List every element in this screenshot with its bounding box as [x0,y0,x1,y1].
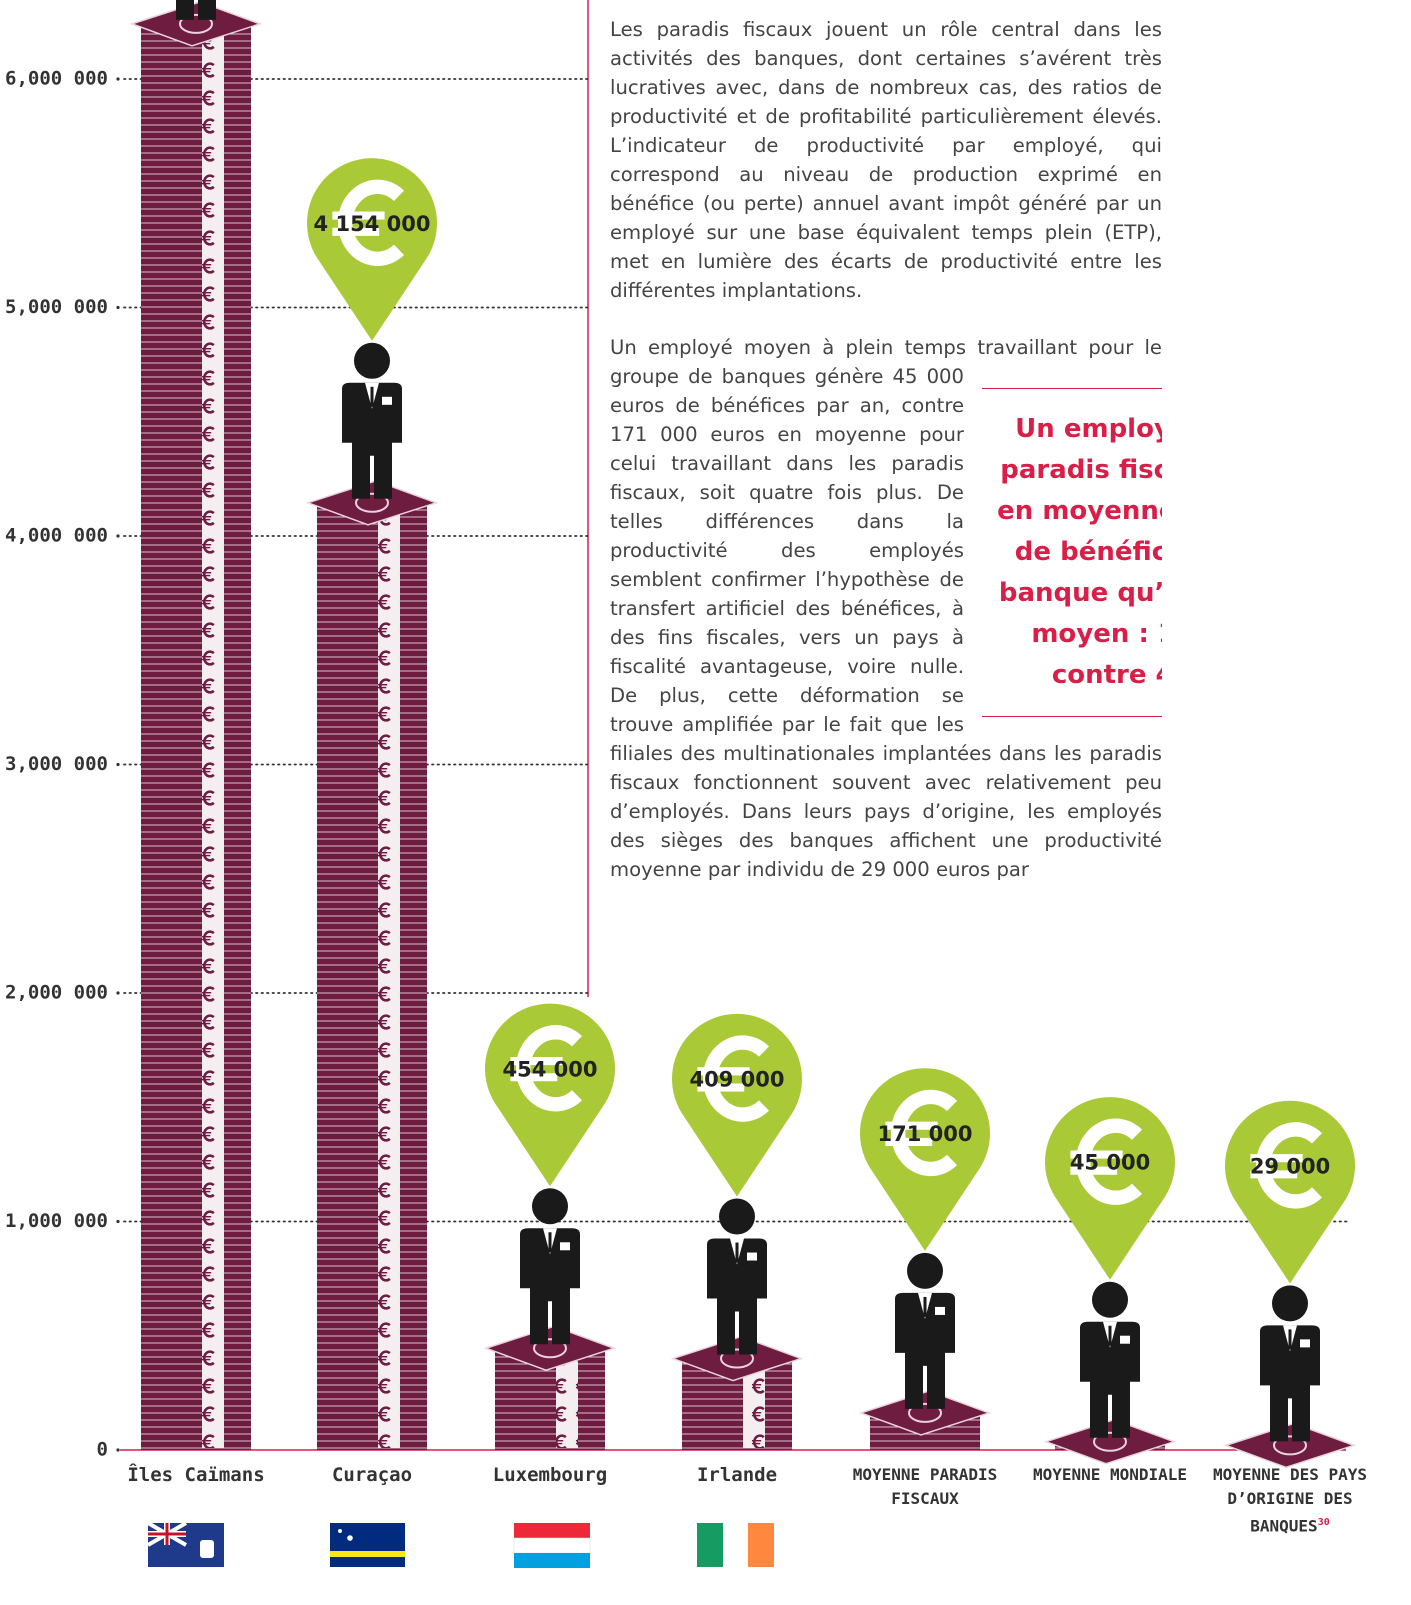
flag [330,1523,405,1567]
head [1092,1282,1128,1318]
y-tick-label: 6,000 000 [5,68,108,90]
category-text: Îles Caïmans [127,1464,264,1486]
category-text: MOYENNE DES PAYS D’ORIGINE DES BANQUES [1213,1465,1367,1535]
y-tick-label: 1,000 000 [5,1210,108,1232]
paragraph: Un employé dans les paradis fiscaux génè… [610,333,1162,884]
category-label: MOYENNE MONDIALE [1015,1463,1205,1487]
bill-strip [556,1358,578,1448]
value-label: 29 000 [1250,1154,1330,1178]
badge [1300,1339,1310,1347]
category-text: Luxembourg [493,1464,607,1486]
value-label: 409 000 [690,1068,785,1092]
person-icon [1080,1282,1140,1438]
category-label: Curaçao [277,1463,467,1487]
value-label: 45 000 [1070,1151,1150,1175]
person-icon [342,343,402,499]
pull-quote-text: Un employé dans les paradis fiscaux génè… [997,414,1162,690]
bill-strip [202,34,224,1448]
page: 0 1,000 000 2,000 000 3,000 000 4,000 000 5,0… [0,0,1411,1605]
category-label: MOYENNE DES PAYS D’ORIGINE DES BANQUES30 [1195,1463,1385,1538]
badge [747,1253,757,1261]
head [719,1199,755,1235]
category-text: MOYENNE MONDIALE [1033,1465,1187,1484]
badge [1120,1336,1130,1344]
flag [697,1523,774,1567]
value-label: 171 000 [878,1122,973,1146]
top-bill [1046,1420,1174,1464]
tick-mark [116,534,119,537]
flag [148,1523,224,1567]
footnote-ref: 30 [1318,1517,1330,1528]
bill-strip [743,1369,765,1448]
y-tick-label: 5,000 000 [5,296,108,318]
head [532,1188,568,1224]
person-icon [520,1188,580,1344]
article: Les paradis fiscaux jouent un rôle centr… [610,15,1162,1010]
category-text: MOYENNE PARADIS FISCAUX [853,1465,998,1508]
tick-mark [116,763,119,766]
person-icon [1260,1285,1320,1441]
head [354,343,390,379]
paragraph: Les paradis fiscaux jouent un rôle centr… [610,15,1162,305]
category-text: Curaçao [332,1464,412,1486]
tick-mark [116,77,119,80]
tick-mark [116,306,119,309]
tick-mark [116,991,119,994]
category-label: Îles Caïmans [101,1463,291,1487]
badge [935,1307,945,1315]
value-label: 454 000 [503,1057,598,1081]
person-icon [895,1253,955,1409]
y-tick-label: 4,000 000 [5,525,108,547]
pull-quote: Un employé dans les paradis fiscaux génè… [982,388,1162,717]
value-label: 4 154 000 [314,212,431,236]
tick-mark [116,1448,119,1451]
y-tick-label: 0 [97,1439,108,1461]
category-label: Irlande [642,1463,832,1487]
flag [514,1523,590,1568]
bar [317,501,427,1450]
y-tick-label: 3,000 000 [5,753,108,775]
bar [141,22,251,1450]
y-tick-label: 2,000 000 [5,982,108,1004]
head [907,1253,943,1289]
paragraph-text: Les paradis fiscaux jouent un rôle centr… [610,18,1162,302]
category-label: Luxembourg [455,1463,645,1487]
category-text: Irlande [697,1464,777,1486]
tick-mark [116,1220,119,1223]
badge [560,1242,570,1250]
head [1272,1285,1308,1321]
top-bill [1226,1423,1354,1467]
bill-strip [378,513,400,1448]
badge [382,397,392,405]
category-label: MOYENNE PARADIS FISCAUX [830,1463,1020,1511]
